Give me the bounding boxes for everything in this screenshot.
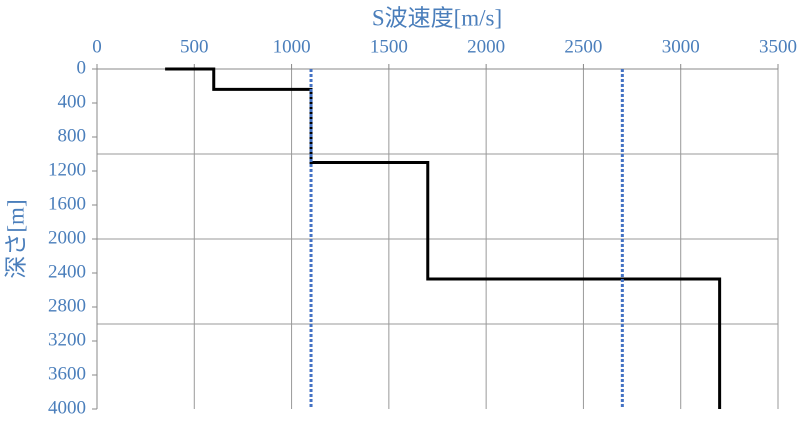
y-tick-label: 2400 <box>48 261 86 282</box>
y-tick-label: 2800 <box>48 295 86 316</box>
series-line <box>165 67 722 409</box>
x-tick-label: 3500 <box>759 36 797 57</box>
x-tick-label: 0 <box>92 36 102 57</box>
y-tick-label: 3600 <box>48 363 86 384</box>
y-tick-label: 2000 <box>48 227 86 248</box>
x-axis-label: S波速度[m/s] <box>372 5 502 30</box>
y-tick-label: 1600 <box>48 193 86 214</box>
y-tick-label: 3200 <box>48 329 86 350</box>
y-tick-label: 800 <box>58 125 87 146</box>
x-tick-label: 2500 <box>564 36 602 57</box>
x-tick-label: 1000 <box>273 36 311 57</box>
y-axis-label: 深さ[m] <box>3 199 28 278</box>
x-tick-label: 1500 <box>370 36 408 57</box>
x-tick-label: 500 <box>180 36 209 57</box>
y-tick-label: 4000 <box>48 397 86 418</box>
x-tick-label: 2000 <box>467 36 505 57</box>
y-tick-label: 0 <box>77 57 87 78</box>
x-tick-label: 3000 <box>662 36 700 57</box>
y-tick-label: 400 <box>58 91 87 112</box>
y-tick-label: 1200 <box>48 159 86 180</box>
